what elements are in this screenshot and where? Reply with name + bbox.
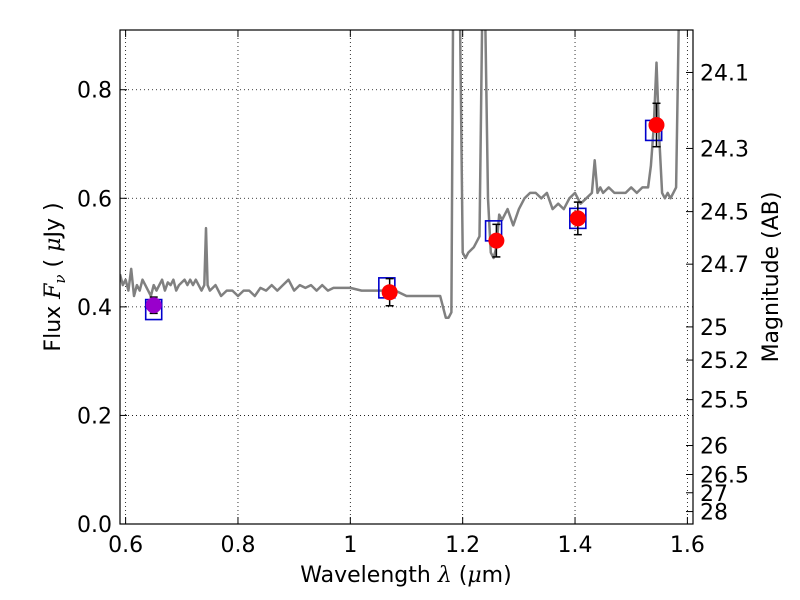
y2-tick-label: 26 — [700, 435, 728, 460]
y2-tick-label: 24.5 — [700, 201, 749, 226]
x-tick-label: 1.4 — [558, 533, 593, 558]
y2-tick-label: 24.1 — [700, 61, 749, 86]
y2-tick-label: 24.7 — [700, 253, 749, 278]
observed-points — [145, 102, 665, 315]
model-spectrum — [120, 30, 680, 319]
x-tick-label: 1.6 — [670, 533, 705, 558]
plot-frame — [119, 29, 694, 525]
y2-axis-label: Magnitude (AB) — [759, 192, 784, 363]
y2-tick-label: 28 — [700, 501, 728, 526]
x-axis-label: Wavelength λ (μm) — [300, 563, 511, 588]
y-tick-label: 0.4 — [77, 296, 112, 321]
y-tick-label: 0.6 — [77, 187, 112, 212]
y2-tick-label: 25.2 — [700, 349, 749, 374]
x-tick-label: 1.2 — [445, 533, 480, 558]
y-axis-label: Flux Fν ( μJy ) — [41, 202, 69, 351]
y-tick-label: 0.2 — [77, 404, 112, 429]
x-ticks: 0.6 0.8 1 1.2 1.4 1.6 — [108, 30, 705, 558]
y2-tick-label: 25 — [700, 316, 728, 341]
observed-point-marker — [488, 232, 505, 249]
x-tick-label: 1 — [343, 533, 357, 558]
y2-tick-label: 26.5 — [700, 463, 749, 488]
observed-point-marker — [648, 117, 665, 133]
y2-tick-label: 27 — [700, 482, 728, 507]
x-tick-label: 0.6 — [108, 533, 143, 558]
x-tick-label: 0.8 — [220, 533, 255, 558]
y2-tick-label: 25.5 — [700, 389, 749, 414]
observed-point-marker — [145, 297, 162, 314]
y-ticks: 0.0 0.2 0.4 0.6 0.8 — [77, 79, 127, 538]
grid-lines — [120, 30, 693, 525]
y-tick-label: 0.8 — [77, 79, 112, 104]
observed-point-marker — [569, 210, 586, 227]
observed-point-marker — [381, 284, 398, 301]
spectrum-line — [120, 30, 680, 319]
y-tick-label: 0.0 — [77, 513, 112, 538]
y2-tick-label: 24.3 — [700, 137, 749, 162]
